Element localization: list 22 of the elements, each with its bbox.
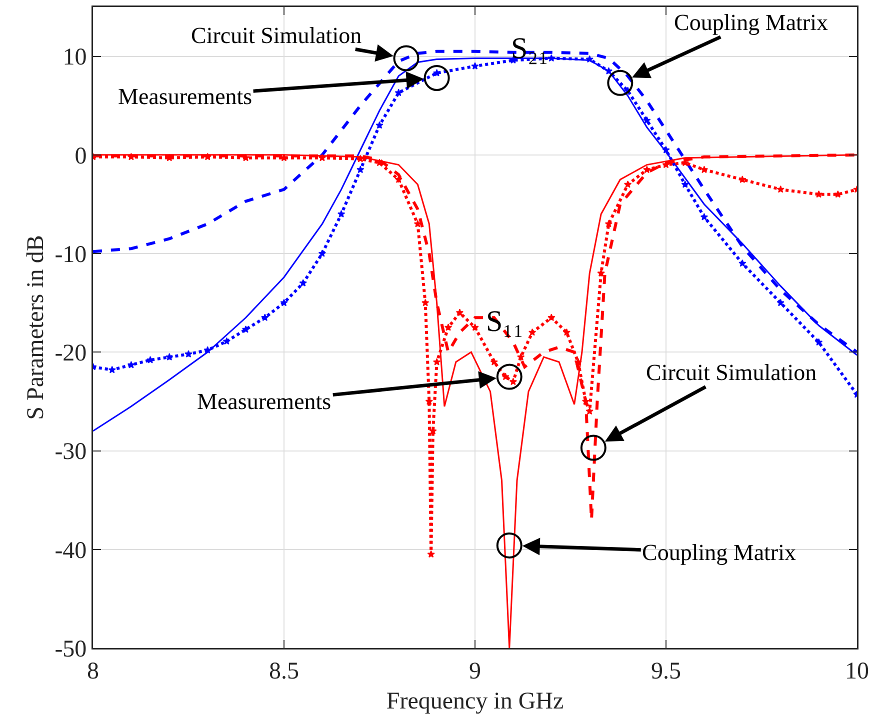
annotation: Measurements [197,389,332,414]
y-tick-label: -30 [54,439,87,466]
y-tick-label: 0 [74,143,87,170]
annotation: Coupling Matrix [674,10,828,35]
y-tick-label: 10 [62,44,87,71]
y-tick-label: -50 [54,636,87,662]
annotation: S₂₁ [511,32,549,65]
annotation: Circuit Simulation [191,23,362,48]
x-tick-label: 8 [87,658,99,684]
y-axis-title: S Parameters in dB [23,235,50,420]
annotation: S₁₁ [486,305,524,338]
y-tick-label: -10 [54,242,87,268]
x-tick-label: 9.5 [651,658,681,684]
x-axis-title: Frequency in GHz [386,688,564,714]
x-tick-label: 10 [845,658,869,684]
annotation: Measurements [118,84,252,109]
annotation: Circuit Simulation [646,360,818,385]
x-tick-label: 9 [469,658,481,684]
x-tick-label: 8.5 [269,658,299,684]
y-tick-label: -20 [54,340,87,367]
annotation: Coupling Matrix [642,540,796,565]
y-tick-label: -40 [54,538,87,564]
